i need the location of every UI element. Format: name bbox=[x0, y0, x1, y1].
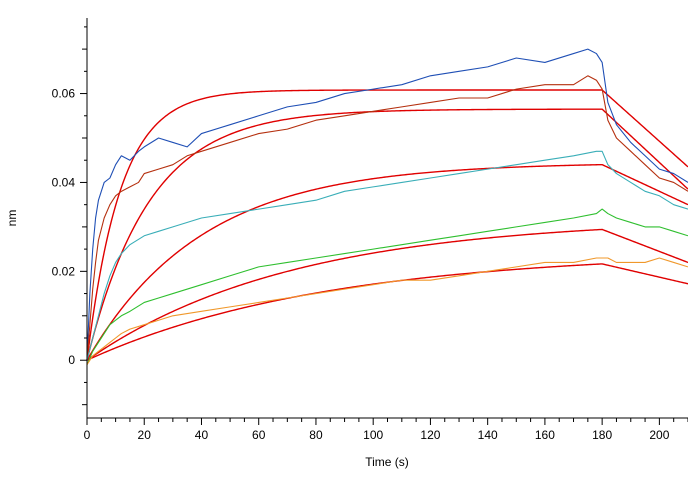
data-series bbox=[86, 48, 688, 365]
fit-curve-3 bbox=[86, 163, 688, 361]
x-tick-label: 40 bbox=[195, 428, 209, 442]
y-tick-label: 0.04 bbox=[52, 175, 76, 189]
x-tick-label: 80 bbox=[309, 428, 323, 442]
x-tick-label: 180 bbox=[592, 428, 612, 442]
y-tick-label: 0.02 bbox=[52, 264, 76, 278]
x-axis-label: Time (s) bbox=[365, 455, 409, 469]
x-tick-label: 160 bbox=[535, 428, 555, 442]
x-tick-label: 100 bbox=[363, 428, 383, 442]
y-tick-label: 0.06 bbox=[52, 87, 76, 101]
y-axis-ticks: 0 0.02 0.04 0.06 bbox=[52, 26, 87, 406]
x-tick-label: 60 bbox=[252, 428, 266, 442]
x-tick-label: 200 bbox=[649, 428, 669, 442]
x-tick-label: 0 bbox=[84, 428, 91, 442]
series-line-2 bbox=[86, 75, 688, 361]
series-line-1 bbox=[86, 48, 688, 361]
y-axis-label: nm bbox=[5, 210, 19, 227]
series-line-4 bbox=[86, 208, 688, 365]
x-tick-label: 140 bbox=[478, 428, 498, 442]
x-tick-label: 20 bbox=[138, 428, 152, 442]
fit-curve-1 bbox=[86, 89, 688, 361]
x-tick-label: 120 bbox=[420, 428, 440, 442]
fit-curve-2 bbox=[86, 108, 688, 361]
series-line-3 bbox=[86, 150, 688, 361]
x-axis-ticks: 0 20 40 60 80 100 120 140 160 180 200 bbox=[84, 418, 688, 442]
axes bbox=[86, 18, 688, 419]
fit-curve-4 bbox=[86, 228, 688, 361]
series-line-5 bbox=[86, 257, 688, 365]
fit-curve-5 bbox=[86, 263, 688, 361]
y-tick-label: 0 bbox=[68, 353, 75, 367]
